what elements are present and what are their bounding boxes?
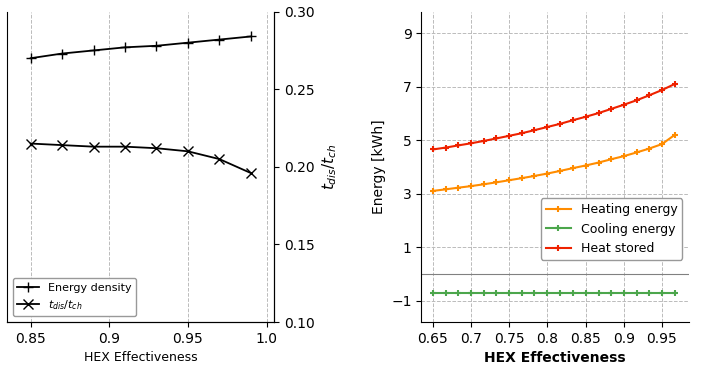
$t_{dis}/t_{ch}$ <box>184 149 192 154</box>
Cooling energy <box>581 291 590 296</box>
Heat stored <box>518 131 527 135</box>
Energy density <box>121 45 129 50</box>
$t_{dis}/t_{ch}$ <box>121 144 129 149</box>
Heat stored <box>606 107 615 111</box>
Heating energy <box>633 150 641 155</box>
Heating energy <box>466 184 475 189</box>
Y-axis label: Energy [kWh]: Energy [kWh] <box>371 120 386 214</box>
Cooling energy <box>569 291 577 296</box>
Heating energy <box>645 146 653 151</box>
Energy density <box>58 51 67 56</box>
Cooling energy <box>594 291 603 296</box>
Line: Heating energy: Heating energy <box>430 131 679 194</box>
Heat stored <box>480 139 488 143</box>
Cooling energy <box>454 291 462 296</box>
Heating energy <box>480 182 488 187</box>
Heating energy <box>581 163 590 168</box>
$t_{dis}/t_{ch}$ <box>152 146 160 151</box>
Heat stored <box>454 143 462 148</box>
Heating energy <box>454 185 462 190</box>
Heat stored <box>492 136 501 141</box>
Heat stored <box>633 98 641 102</box>
$t_{dis}/t_{ch}$ <box>58 143 67 147</box>
Heat stored <box>581 114 590 119</box>
Heat stored <box>657 88 666 92</box>
Heat stored <box>620 102 628 107</box>
Legend: Energy density, $t_{dis}/t_{ch}$: Energy density, $t_{dis}/t_{ch}$ <box>13 278 136 317</box>
$t_{dis}/t_{ch}$ <box>26 141 35 146</box>
Cooling energy <box>606 291 615 296</box>
Energy density <box>152 43 160 48</box>
Line: Energy density: Energy density <box>26 31 256 63</box>
Cooling energy <box>530 291 539 296</box>
Cooling energy <box>505 291 513 296</box>
Cooling energy <box>466 291 475 296</box>
Energy density <box>89 48 98 53</box>
Cooling energy <box>543 291 552 296</box>
Heat stored <box>543 125 552 129</box>
Heat stored <box>530 128 539 133</box>
Cooling energy <box>645 291 653 296</box>
Cooling energy <box>556 291 564 296</box>
Heat stored <box>429 147 437 152</box>
Heating energy <box>492 180 501 185</box>
Cooling energy <box>620 291 628 296</box>
Cooling energy <box>671 291 679 296</box>
Heating energy <box>657 142 666 146</box>
Heating energy <box>569 166 577 170</box>
Heating energy <box>442 187 450 192</box>
X-axis label: HEX Effectiveness: HEX Effectiveness <box>84 351 197 364</box>
Cooling energy <box>492 291 501 296</box>
Energy density <box>215 37 224 42</box>
Heating energy <box>606 157 615 162</box>
Heating energy <box>518 176 527 180</box>
$t_{dis}/t_{ch}$ <box>246 171 255 175</box>
Heat stored <box>569 118 577 123</box>
Line: $t_{dis}/t_{ch}$: $t_{dis}/t_{ch}$ <box>26 139 256 178</box>
Cooling energy <box>657 291 666 296</box>
Heat stored <box>645 93 653 98</box>
Cooling energy <box>518 291 527 296</box>
Heating energy <box>429 189 437 193</box>
Heat stored <box>594 111 603 115</box>
Heat stored <box>556 121 564 126</box>
Cooling energy <box>480 291 488 296</box>
X-axis label: HEX Effectiveness: HEX Effectiveness <box>484 351 626 365</box>
Heating energy <box>556 168 564 173</box>
Heating energy <box>505 178 513 182</box>
Energy density <box>246 34 255 39</box>
Heat stored <box>466 141 475 146</box>
Line: Cooling energy: Cooling energy <box>430 290 679 296</box>
Heating energy <box>671 132 679 137</box>
Cooling energy <box>442 291 450 296</box>
Heat stored <box>505 133 513 138</box>
Y-axis label: $t_{dis}/t_{ch}$: $t_{dis}/t_{ch}$ <box>320 144 339 190</box>
Energy density <box>184 40 192 45</box>
Line: Heat stored: Heat stored <box>430 80 679 153</box>
$t_{dis}/t_{ch}$ <box>89 144 98 149</box>
Cooling energy <box>633 291 641 296</box>
Heat stored <box>671 81 679 86</box>
Energy density <box>26 56 35 61</box>
Legend: Heating energy, Cooling energy, Heat stored: Heating energy, Cooling energy, Heat sto… <box>541 198 682 260</box>
$t_{dis}/t_{ch}$ <box>215 157 224 161</box>
Heat stored <box>442 145 450 150</box>
Heating energy <box>530 173 539 178</box>
Cooling energy <box>429 291 437 296</box>
Heating energy <box>594 160 603 165</box>
Heating energy <box>620 154 628 158</box>
Heating energy <box>543 171 552 176</box>
